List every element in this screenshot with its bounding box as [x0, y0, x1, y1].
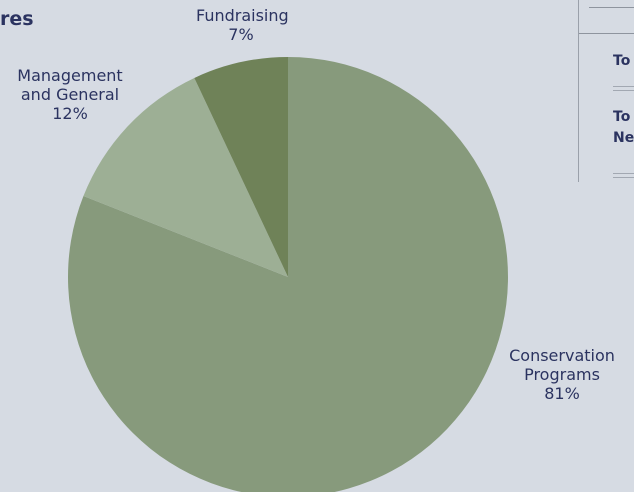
- side-panel-row1-double-rule: [613, 86, 634, 91]
- chart-heading: res: [0, 8, 34, 30]
- side-panel-row2-label-line1: To: [613, 109, 631, 125]
- side-panel-row2-double-rule: [613, 173, 634, 178]
- slice-management: [83, 77, 288, 277]
- slice-label-conservation-line1: Conservation: [509, 346, 615, 365]
- slice-fundraising: [194, 57, 288, 277]
- slice-label-fundraising: Fundraising 7%: [196, 6, 289, 44]
- slice-label-management-percent: 12%: [52, 104, 88, 123]
- slice-label-conservation-line2: Programs: [524, 365, 600, 384]
- slice-label-management-line2: and General: [20, 85, 120, 104]
- slice-label-management: Management and General 12%: [6, 66, 134, 123]
- side-table-panel: To To Ne: [578, 0, 634, 182]
- side-panel-row2-label-line2: Ne: [613, 130, 634, 146]
- slice-label-conservation-percent: 81%: [544, 384, 580, 403]
- slice-label-conservation: Conservation Programs 81%: [500, 346, 624, 403]
- slice-label-management-line1: Management: [17, 66, 123, 85]
- side-panel-top-rule: [589, 7, 634, 8]
- slice-label-fundraising-name: Fundraising: [196, 6, 289, 25]
- side-panel-row1-label: To: [613, 53, 631, 69]
- slice-label-fundraising-percent: 7%: [228, 25, 254, 44]
- side-panel-divider: [579, 33, 634, 34]
- slice-conservation: [68, 57, 508, 492]
